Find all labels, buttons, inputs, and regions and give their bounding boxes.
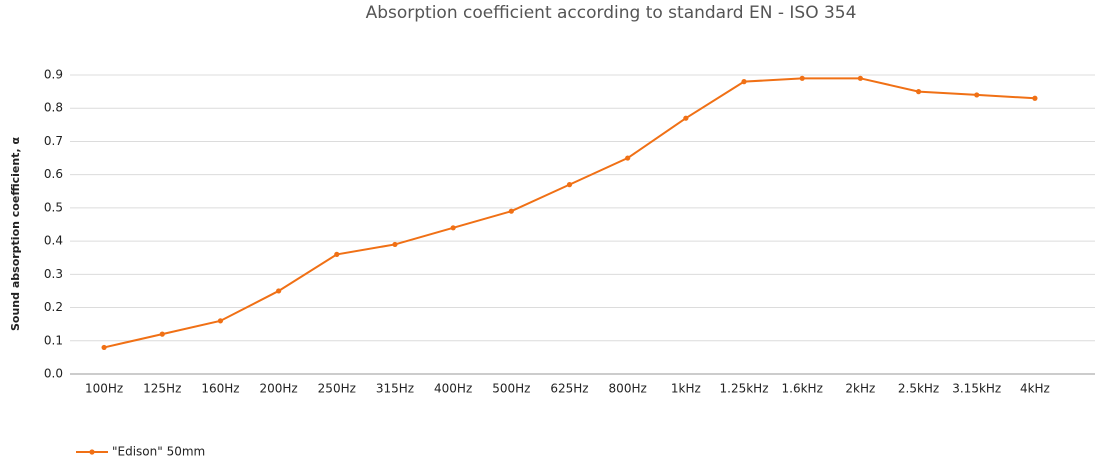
y-tick-label: 0.2	[44, 300, 63, 314]
x-tick-label: 3.15kHz	[952, 382, 1001, 396]
y-tick-label: 0.7	[44, 134, 63, 148]
x-tick-label: 1.6kHz	[782, 382, 823, 396]
y-tick-label: 0.3	[44, 267, 63, 281]
chart-title: Absorption coefficient according to stan…	[366, 3, 857, 23]
y-tick-label: 0.1	[44, 333, 63, 347]
data-point	[566, 182, 573, 188]
legend-item[interactable]: "Edison" 50mm	[76, 445, 205, 459]
x-tick-label: 200Hz	[260, 382, 298, 396]
x-tick-label: 400Hz	[434, 382, 472, 396]
x-tick-label: 4kHz	[1020, 382, 1050, 396]
y-tick-label: 0.6	[44, 167, 63, 181]
x-tick-label: 2kHz	[845, 382, 875, 396]
y-tick-label: 0.0	[44, 367, 63, 381]
data-point	[450, 225, 456, 231]
x-tick-label: 2.5kHz	[898, 382, 939, 396]
data-point	[217, 318, 224, 324]
legend-marker	[89, 449, 95, 455]
data-point	[1032, 95, 1038, 101]
x-tick-label: 160Hz	[201, 382, 239, 396]
y-tick-label: 0.4	[44, 234, 63, 248]
x-tick-label: 315Hz	[376, 382, 414, 396]
x-tick-label: 1.25kHz	[720, 382, 769, 396]
y-tick-label: 0.9	[44, 68, 63, 82]
x-tick-label: 625Hz	[550, 382, 588, 396]
legend-label: "Edison" 50mm	[112, 445, 205, 459]
x-tick-label: 500Hz	[492, 382, 530, 396]
data-point	[276, 288, 282, 294]
data-point	[508, 208, 514, 214]
data-point	[625, 155, 631, 161]
data-point	[799, 75, 805, 81]
y-tick-label: 0.5	[44, 200, 63, 214]
x-tick-label: 1kHz	[671, 382, 701, 396]
data-point	[159, 331, 165, 337]
x-tick-label: 125Hz	[143, 382, 181, 396]
x-tick-label: 250Hz	[318, 382, 356, 396]
data-point	[974, 92, 980, 98]
data-point	[101, 344, 107, 351]
data-point	[741, 79, 747, 85]
data-point	[857, 75, 863, 81]
y-tick-label: 0.8	[44, 101, 63, 115]
data-point	[334, 251, 340, 257]
y-axis-label: Sound absorption coefficient, α	[9, 137, 22, 331]
x-tick-label: 800Hz	[609, 382, 647, 396]
data-point	[915, 89, 922, 95]
x-tick-label: 100Hz	[85, 382, 123, 396]
data-point	[392, 241, 398, 248]
data-point	[683, 115, 689, 121]
